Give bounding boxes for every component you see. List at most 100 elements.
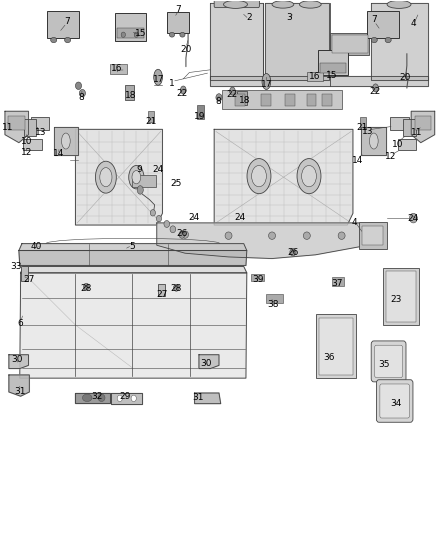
Text: 7: 7: [371, 15, 377, 25]
Polygon shape: [210, 3, 263, 80]
Ellipse shape: [84, 283, 89, 290]
Text: 14: 14: [53, 149, 64, 158]
Bar: [383, 268, 419, 325]
Ellipse shape: [51, 37, 57, 43]
Polygon shape: [75, 393, 110, 402]
Text: 30: 30: [200, 359, 212, 368]
Ellipse shape: [223, 1, 247, 9]
FancyBboxPatch shape: [380, 384, 410, 418]
Polygon shape: [9, 355, 28, 368]
Ellipse shape: [98, 394, 105, 401]
Text: 24: 24: [152, 165, 164, 174]
Text: 26: 26: [287, 248, 299, 257]
Bar: [390, 117, 409, 130]
Polygon shape: [194, 393, 221, 403]
Bar: [320, 63, 346, 73]
Bar: [307, 72, 323, 82]
Text: 23: 23: [390, 295, 402, 304]
Ellipse shape: [134, 32, 138, 37]
Ellipse shape: [373, 84, 378, 92]
Ellipse shape: [182, 231, 188, 238]
Ellipse shape: [387, 1, 411, 9]
Bar: [132, 175, 156, 187]
Text: 15: 15: [326, 70, 338, 79]
FancyBboxPatch shape: [214, 0, 259, 7]
Text: 12: 12: [385, 152, 396, 161]
Bar: [222, 90, 342, 109]
Text: 31: 31: [14, 387, 25, 396]
Ellipse shape: [180, 86, 186, 94]
Ellipse shape: [410, 213, 417, 223]
Polygon shape: [20, 273, 247, 378]
Text: 16: 16: [309, 72, 321, 81]
Ellipse shape: [247, 159, 271, 193]
Text: 17: 17: [153, 75, 165, 84]
Text: 31: 31: [192, 393, 204, 402]
Polygon shape: [214, 130, 353, 225]
Bar: [23, 140, 42, 150]
Text: 38: 38: [267, 300, 279, 309]
Ellipse shape: [82, 394, 92, 401]
Bar: [360, 117, 366, 129]
Text: 27: 27: [24, 274, 35, 284]
Text: 18: 18: [239, 95, 251, 104]
Text: 16: 16: [111, 64, 123, 73]
Text: 8: 8: [215, 96, 221, 106]
Bar: [167, 12, 188, 33]
Ellipse shape: [268, 232, 276, 239]
Ellipse shape: [338, 232, 345, 239]
Ellipse shape: [131, 395, 136, 401]
FancyBboxPatch shape: [376, 379, 413, 422]
Polygon shape: [19, 244, 247, 251]
Text: 12: 12: [21, 148, 32, 157]
Text: 15: 15: [135, 29, 146, 38]
Ellipse shape: [262, 74, 271, 90]
Polygon shape: [75, 130, 162, 225]
Ellipse shape: [272, 1, 294, 8]
Bar: [47, 11, 79, 38]
Text: 18: 18: [125, 91, 136, 100]
Bar: [21, 266, 28, 281]
Ellipse shape: [137, 185, 143, 194]
Text: 27: 27: [156, 290, 167, 299]
Bar: [117, 28, 144, 38]
Bar: [386, 271, 417, 322]
Text: 24: 24: [408, 214, 419, 223]
Bar: [251, 274, 264, 281]
Text: 1: 1: [169, 78, 175, 87]
Text: 20: 20: [180, 45, 191, 54]
Bar: [332, 277, 344, 286]
Text: 19: 19: [194, 111, 205, 120]
Text: 7: 7: [64, 17, 70, 26]
Bar: [415, 116, 431, 131]
Bar: [367, 11, 399, 38]
Polygon shape: [411, 111, 434, 143]
Bar: [31, 117, 49, 130]
Ellipse shape: [370, 133, 378, 149]
Ellipse shape: [64, 37, 71, 43]
Bar: [148, 111, 154, 123]
Bar: [197, 105, 204, 119]
Polygon shape: [199, 355, 219, 368]
Polygon shape: [5, 111, 28, 143]
Text: 2: 2: [246, 13, 252, 22]
Text: 9: 9: [137, 165, 142, 174]
Text: 3: 3: [286, 13, 292, 22]
Text: 13: 13: [362, 127, 374, 136]
Bar: [116, 13, 146, 41]
Text: 32: 32: [92, 392, 103, 401]
Text: 29: 29: [120, 392, 131, 401]
Text: 30: 30: [11, 355, 22, 364]
Ellipse shape: [371, 37, 377, 43]
Text: 26: 26: [177, 229, 188, 238]
Ellipse shape: [117, 395, 122, 401]
Text: 24: 24: [188, 213, 199, 222]
Ellipse shape: [100, 167, 112, 187]
Text: 24: 24: [235, 213, 246, 222]
Text: 22: 22: [177, 88, 188, 98]
Text: 4: 4: [352, 219, 357, 228]
Text: 22: 22: [369, 86, 380, 95]
Bar: [24, 119, 36, 136]
Text: 10: 10: [392, 140, 403, 149]
Text: 25: 25: [171, 179, 182, 188]
